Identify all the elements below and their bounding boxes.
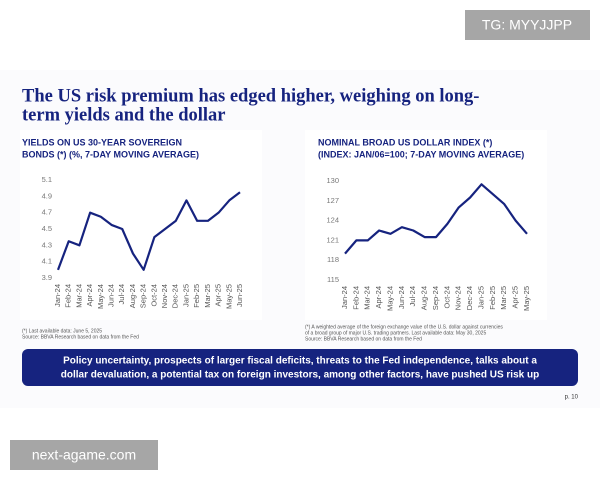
x-tick-label: Nov-24 [160,284,169,308]
y-tick-label: 4.9 [42,191,52,200]
x-tick-label: Dec-24 [171,284,180,308]
y-tick-label: 4.5 [42,224,52,233]
x-tick-label: Sep-24 [139,284,148,308]
y-tick-label: 5.1 [42,175,52,184]
y-tick-label: 130 [326,176,339,185]
x-tick-label: May-24 [385,286,394,311]
x-tick-label: Jan-24 [53,284,62,307]
y-tick-label: 4.3 [42,240,52,249]
chart-title: BONDS (*) (%, 7-DAY MOVING AVERAGE) [22,149,199,159]
x-tick-label: Apr-25 [511,286,520,309]
watermark: next-agame.com [32,447,136,463]
x-tick-label: Feb-25 [192,284,201,308]
x-tick-label: Oct-24 [149,284,158,307]
banner [22,349,578,386]
x-tick-label: Mar-25 [499,286,508,310]
y-tick-label: 121 [326,235,339,244]
data-line [56,191,241,271]
data-line [344,183,528,255]
x-tick-label: Feb-24 [351,286,360,310]
y-tick-label: 115 [327,275,339,284]
chart-panel [305,130,547,320]
x-tick-label: Jun-24 [397,286,406,309]
x-tick-label: Jul-24 [408,286,417,306]
banner-text: Policy uncertainty, prospects of larger … [63,356,537,367]
x-tick-label: Aug-24 [420,286,429,310]
y-tick-label: 4.7 [42,208,52,217]
x-tick-label: Aug-24 [128,284,137,308]
x-tick-label: Jun-25 [235,284,244,307]
chart-title: YIELDS ON US 30-YEAR SOVEREIGN [22,137,182,147]
x-tick-label: Jul-24 [117,284,126,304]
slide-title: term yields and the dollar [22,105,226,125]
x-tick-label: May-24 [96,284,105,309]
x-tick-label: Jan-25 [181,284,190,307]
x-tick-label: Jun-24 [107,284,116,307]
banner-text: dollar devaluation, a potential tax on f… [61,370,539,381]
y-tick-label: 4.1 [42,257,52,266]
x-tick-label: Jan-24 [340,286,349,309]
x-tick-label: May-25 [224,284,233,309]
chart-title: NOMINAL BROAD US DOLLAR INDEX (*) [318,137,492,147]
footnote: of a broad group of major U.S. trading p… [305,330,486,336]
watermark-box [465,10,590,40]
watermark: TG: MYYJJPP [482,17,572,33]
page-number: p. 10 [565,395,579,401]
footnote: (*) Last available data: June 5, 2025 [22,328,102,334]
watermark-box [10,440,158,470]
x-tick-label: Feb-24 [64,284,73,308]
footnote: Source: BBVA Research based on data from… [305,336,422,342]
chart-panel [20,130,262,320]
x-tick-label: Nov-24 [454,286,463,310]
x-tick-label: Dec-24 [465,286,474,310]
chart-title: (INDEX: JAN/06=100; 7-DAY MOVING AVERAGE… [318,149,524,159]
slide-title: The US risk premium has edged higher, we… [22,86,479,106]
footnote: (*) A weighted average of the foreign ex… [305,324,503,330]
x-tick-label: Mar-24 [363,286,372,310]
x-tick-label: Jan-25 [476,286,485,309]
x-tick-label: Feb-25 [488,286,497,310]
x-tick-label: Sep-24 [431,286,440,310]
x-tick-label: Apr-25 [214,284,223,307]
footnote: Source: BBVA Research based on data from… [22,334,139,340]
x-tick-label: Mar-25 [203,284,212,308]
x-tick-label: Apr-24 [85,284,94,307]
x-tick-label: Mar-24 [74,284,83,308]
x-tick-label: May-25 [522,286,531,311]
y-tick-label: 3.9 [42,273,52,282]
y-tick-label: 118 [327,255,339,264]
y-tick-label: 124 [326,216,339,225]
y-tick-label: 127 [326,196,339,205]
x-tick-label: Oct-24 [442,286,451,309]
x-tick-label: Apr-24 [374,286,383,309]
